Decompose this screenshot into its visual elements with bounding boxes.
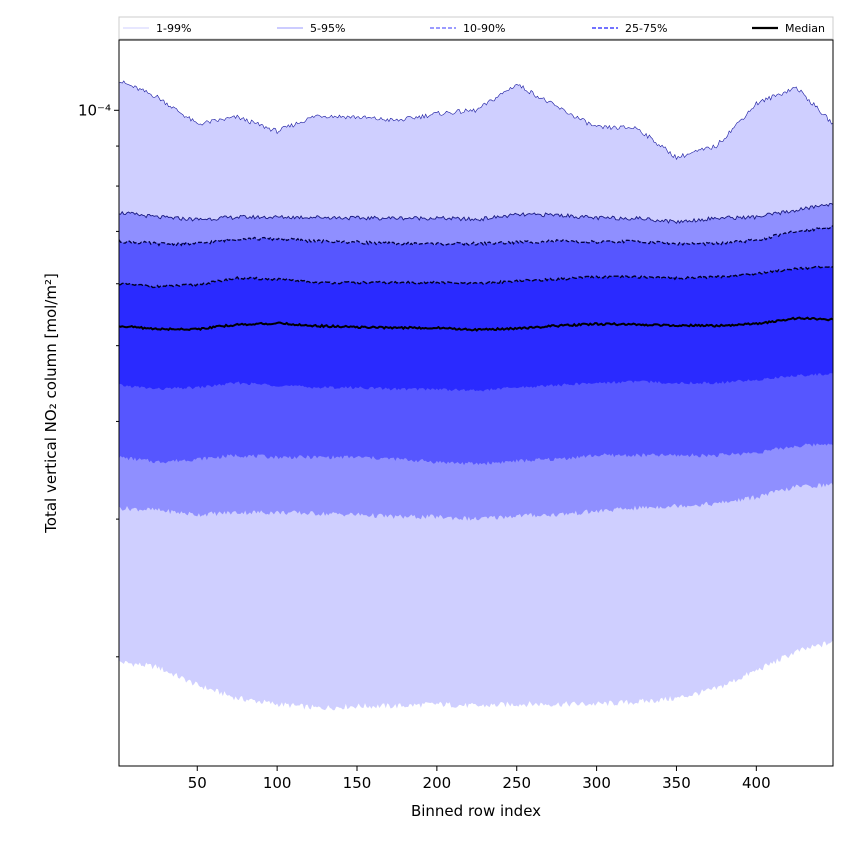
x-tick-label: 50	[188, 774, 207, 792]
plot-frame	[118, 39, 834, 767]
legend-label: 5-95%	[310, 22, 345, 35]
legend-label: 10-90%	[463, 22, 505, 35]
legend-label: 25-75%	[625, 22, 667, 35]
lines-layer	[119, 80, 833, 332]
edge-line-25-75pct	[119, 265, 833, 289]
x-tick-label: 300	[582, 774, 611, 792]
x-tick-label: 400	[742, 774, 771, 792]
y-axis: 10⁻⁴	[78, 101, 119, 658]
bands-layer	[119, 80, 833, 711]
x-tick-label: 150	[343, 774, 372, 792]
y-tick-label: 10⁻⁴	[78, 101, 111, 119]
edge-line-1-99pct	[119, 80, 833, 161]
legend-box	[118, 16, 834, 40]
x-tick-label: 200	[423, 774, 452, 792]
x-axis-label: Binned row index	[411, 802, 541, 820]
legend: 1-99% 5-95% 10-90% 25-75% Median	[118, 16, 834, 40]
edge-line-5-95pct	[119, 202, 833, 224]
legend-label: Median	[785, 22, 825, 35]
x-tick-label: 250	[502, 774, 531, 792]
legend-label: 1-99%	[156, 22, 191, 35]
x-tick-label: 350	[662, 774, 691, 792]
x-tick-label: 100	[263, 774, 292, 792]
x-axis: 50 100 150 200 250 300 350 400	[188, 766, 771, 792]
y-axis-label: Total vertical NO₂ column [mol/m²]	[42, 273, 60, 534]
median-line	[119, 316, 833, 332]
edge-line-10-90pct	[119, 225, 833, 247]
